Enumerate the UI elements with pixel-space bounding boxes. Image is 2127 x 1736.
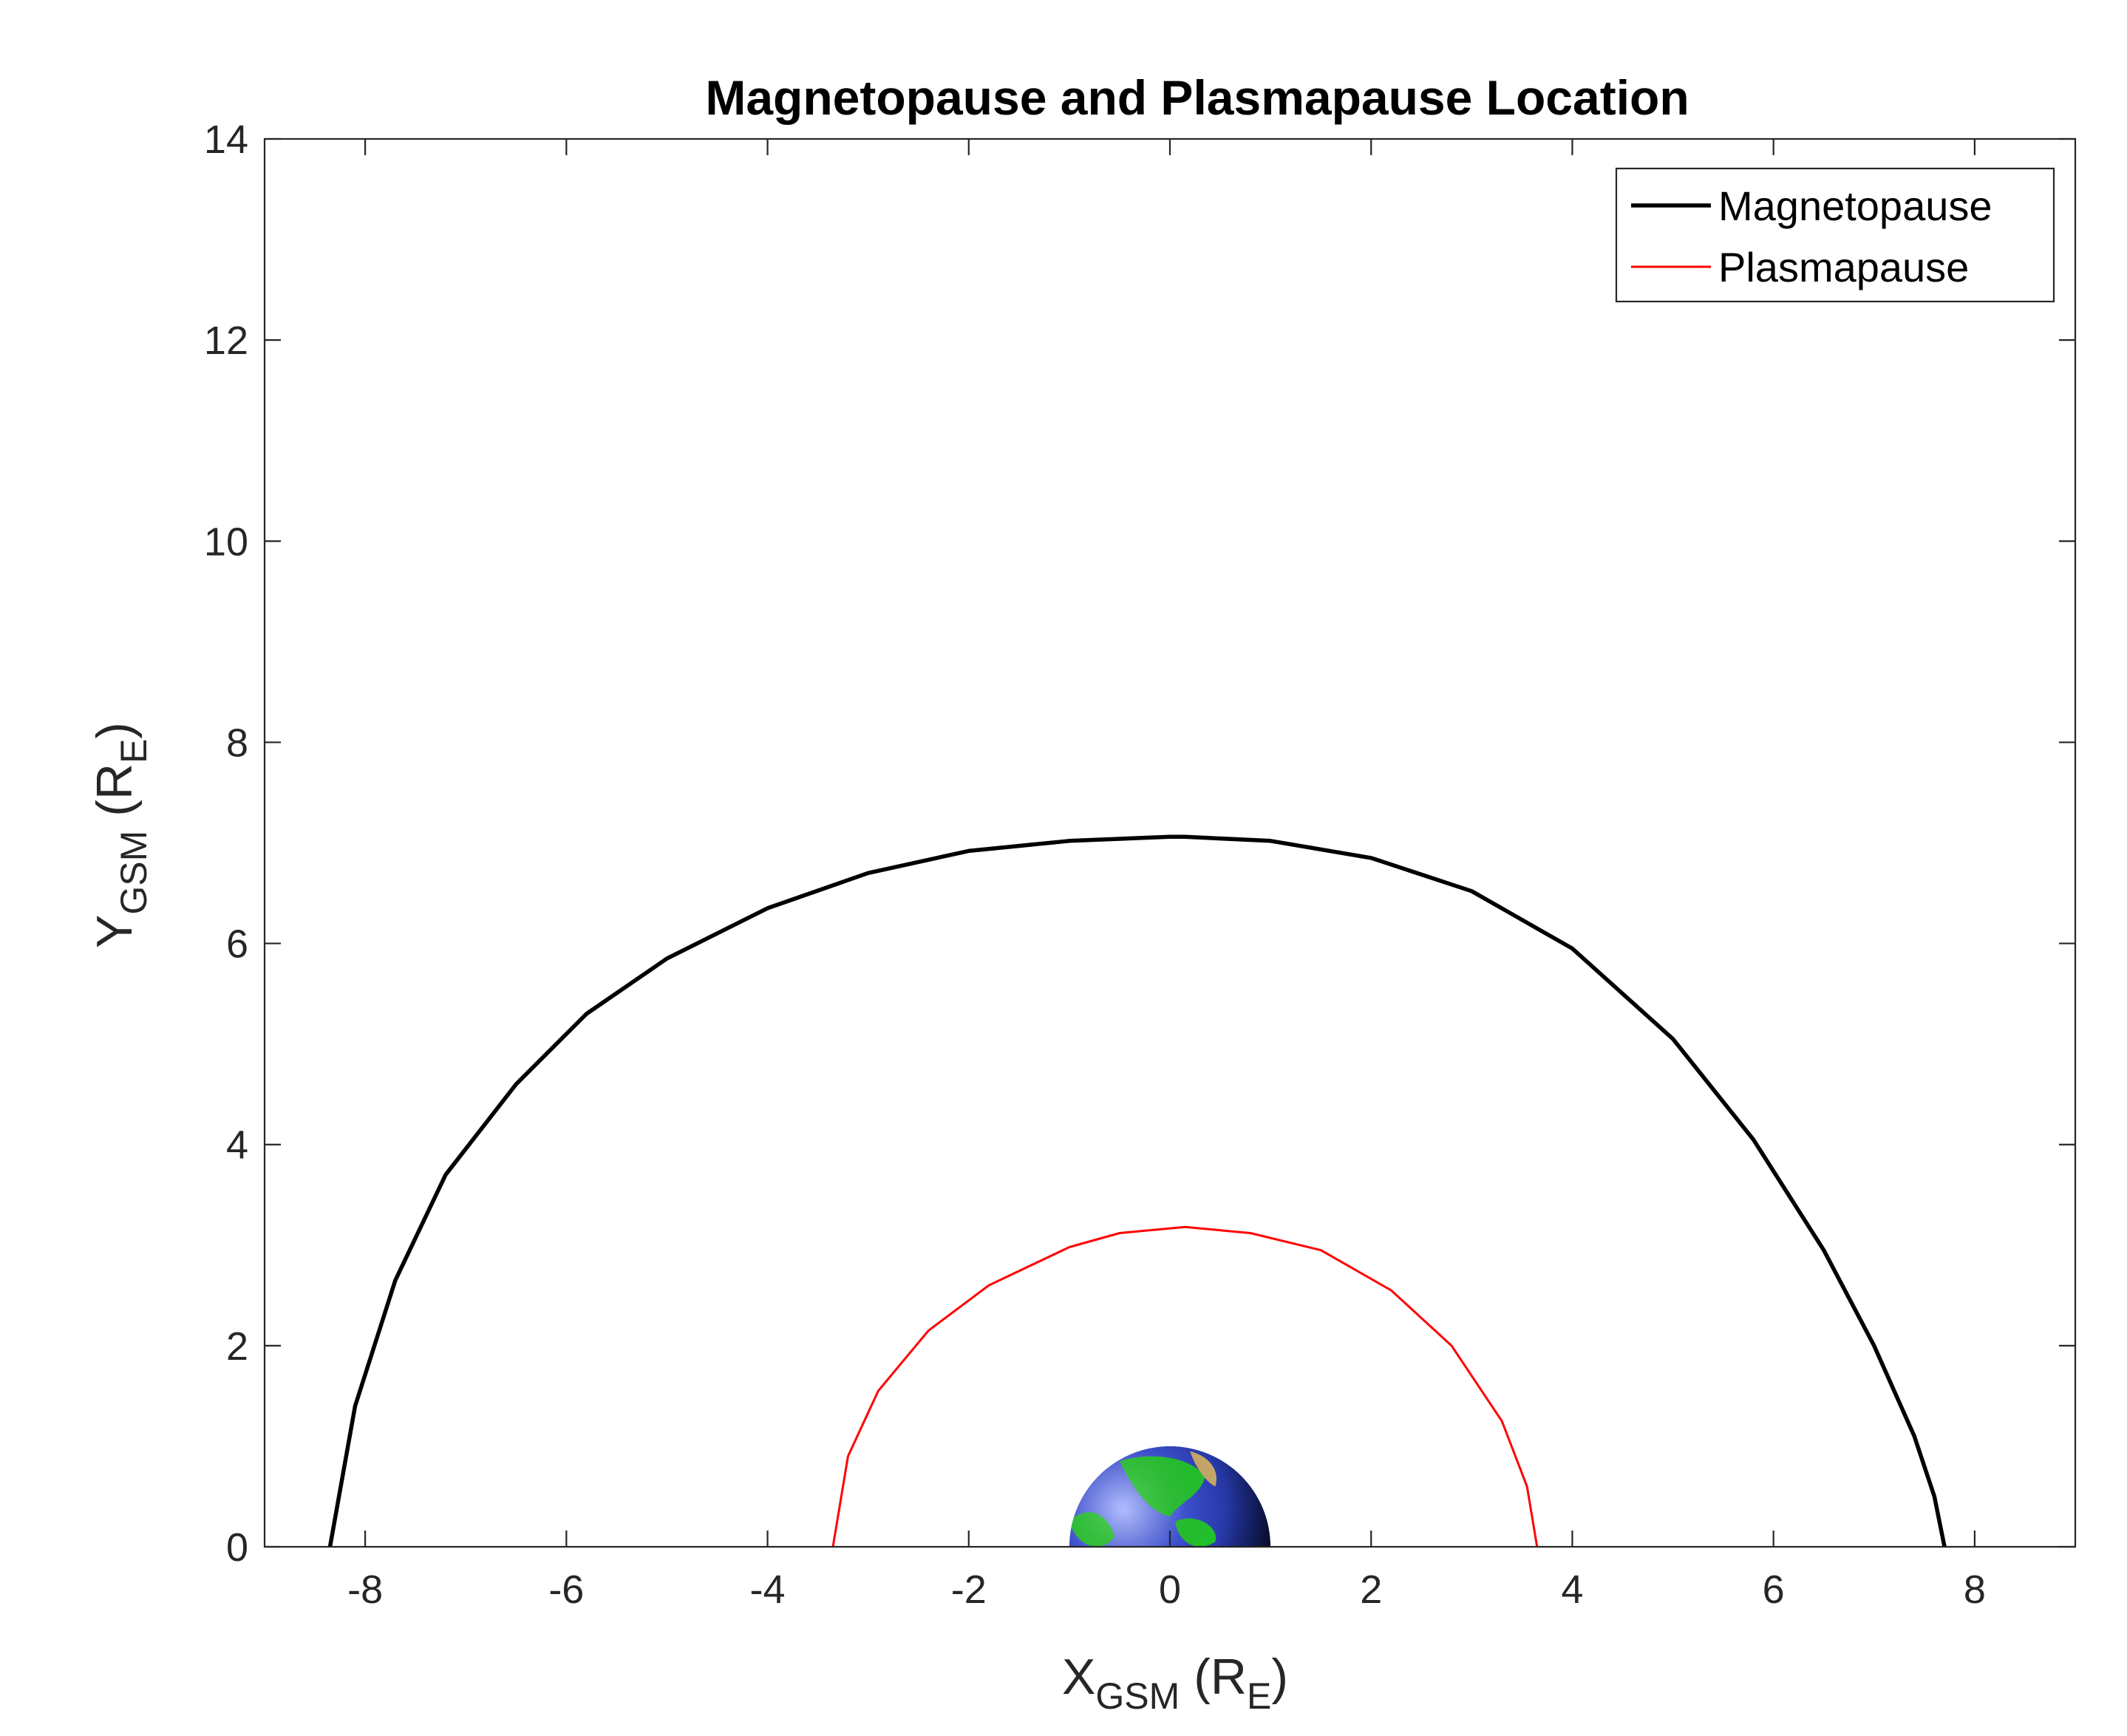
x-tick-label: -2 [951,1567,987,1612]
x-tick-label: 8 [1964,1567,1986,1612]
x-tick-label: 6 [1763,1567,1785,1612]
x-tick-label: -8 [347,1567,383,1612]
x-tick-label: 4 [1561,1567,1583,1612]
series-lines [327,834,1947,1547]
earth-clip-group [1069,1446,1271,1547]
y-tick-label: 10 [204,520,248,564]
plot-background [265,139,2075,1547]
y-tick-label: 4 [226,1123,248,1168]
x-tick-labels: -8 -6 -4 -2 0 2 4 6 8 [347,1567,1986,1612]
y-axis-label: YGSM (RE) [86,722,154,948]
earth-shading [1069,1446,1271,1547]
y-tick-label: 0 [226,1525,248,1570]
y-tick-labels: 0 2 4 6 8 10 12 14 [204,118,248,1570]
legend: Magnetopause Plasmapause [1615,167,2055,303]
series-line-plasmapause [831,1225,1539,1547]
earth-body [1069,1446,1271,1547]
chart-title: Magnetopause and Plasmapause Location [705,70,1689,125]
x-tick-label: 0 [1159,1567,1181,1612]
y-tick-label: 12 [204,319,248,363]
y-tick-label: 6 [226,922,248,967]
legend-box [1615,167,2055,303]
x-axis-label: XGSM (RE) [1062,1649,1288,1717]
y-tick-label: 8 [226,721,248,765]
y-tick-label: 14 [204,118,248,162]
legend-label-plasmapause: Plasmapause [1718,244,1969,290]
y-tick-label: 2 [226,1324,248,1369]
earth-image [1069,1446,1271,1547]
series-line-magnetopause [327,834,1947,1547]
x-tick-label: 2 [1360,1567,1382,1612]
axes [263,137,2077,1548]
plot-area [265,139,2075,1547]
x-tick-label: -6 [548,1567,584,1612]
legend-label-magnetopause: Magnetopause [1718,183,1992,229]
x-tick-label: -4 [750,1567,786,1612]
